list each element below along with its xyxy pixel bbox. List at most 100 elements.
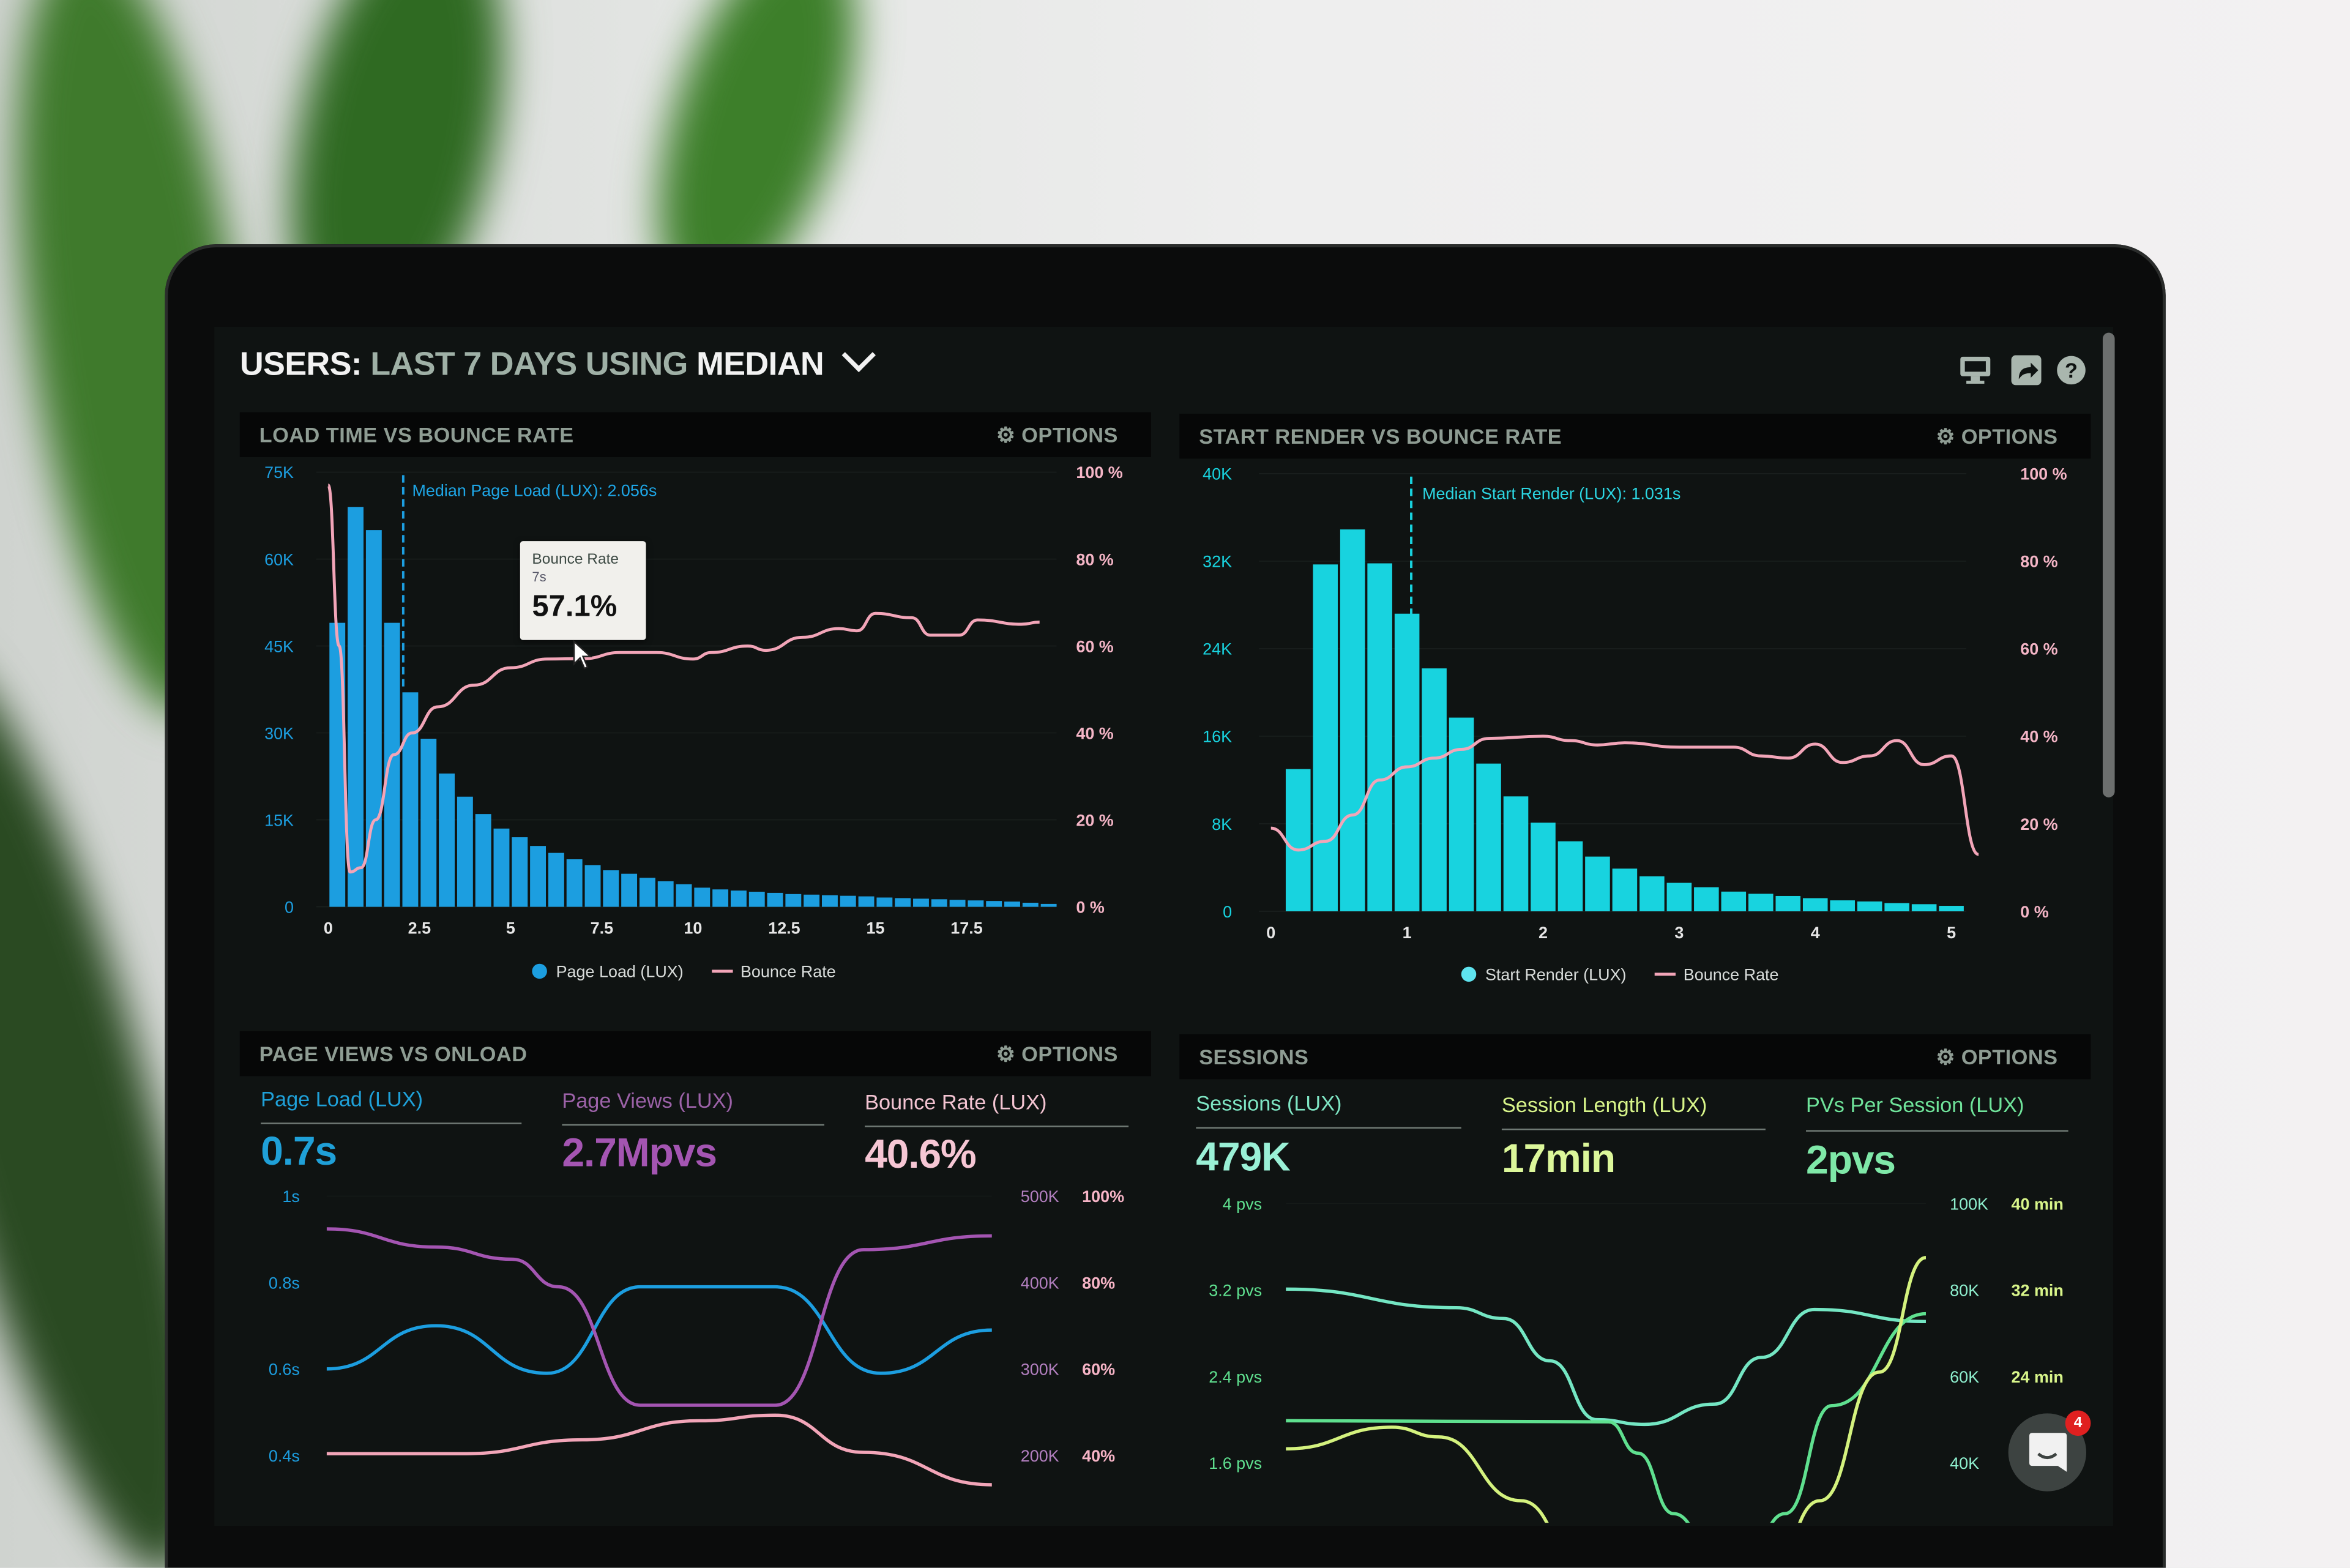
options-button[interactable]: ⚙ OPTIONS: [996, 1042, 1118, 1067]
histogram-bar: [1666, 883, 1692, 911]
page-title-dropdown[interactable]: USERS: LAST 7 DAYS USING MEDIAN: [239, 338, 877, 384]
series-line: [326, 1285, 992, 1375]
legend-start-render[interactable]: Start Render (LUX): [1485, 966, 1627, 985]
histogram-bar: [1040, 903, 1057, 907]
y2-tick-label: 100 %: [2020, 465, 2067, 483]
x-tick-label: 5: [506, 919, 515, 938]
median-start-render-label: Median Start Render (LUX): 1.031s: [1422, 485, 1681, 504]
y2-tick-label: 0 %: [2020, 903, 2048, 921]
legend-bounce-rate[interactable]: Bounce Rate: [740, 963, 836, 982]
options-button[interactable]: ⚙ OPTIONS: [1936, 1045, 2057, 1070]
scrollbar[interactable]: [2102, 332, 2115, 797]
y-tick-label: 1s: [282, 1187, 299, 1206]
histogram-bar: [1802, 898, 1828, 911]
y-tick-label: 32K: [1203, 553, 1232, 571]
x-tick-label: 2.5: [408, 919, 431, 938]
y2-tick-label: 100K: [1950, 1195, 1988, 1213]
kpi-value-session-length: 17min: [1501, 1136, 1616, 1181]
divider: [261, 1122, 522, 1124]
histogram-bar: [1557, 841, 1583, 911]
y2-tick-label: 80 %: [1076, 550, 1113, 569]
y-tick-label: 0: [1223, 903, 1232, 921]
y2-tick-label: 500K: [1021, 1187, 1059, 1206]
x-tick-label: 0: [1266, 924, 1275, 942]
histogram-bar: [657, 881, 674, 907]
divider: [562, 1124, 824, 1126]
y-tick-label: 15K: [264, 811, 294, 829]
y-tick-label: 30K: [264, 724, 294, 742]
y2-tick-label: 60 %: [1076, 637, 1113, 655]
histogram-bar: [1476, 763, 1501, 911]
panel-title: START RENDER VS BOUNCE RATE: [1199, 424, 1562, 449]
histogram-bar: [785, 894, 802, 907]
x-tick-label: 5: [1947, 924, 1956, 942]
histogram-bar: [457, 796, 473, 907]
divider: [1196, 1127, 1461, 1129]
x-tick-label: 0: [324, 919, 333, 938]
options-button[interactable]: ⚙ OPTIONS: [1936, 424, 2057, 450]
sessions-chart: 4 pvs 3.2 pvs 2.4 pvs 1.6 pvs 100K 80K 60K 40K 4…: [1209, 1195, 2064, 1523]
y-tick-label: 45K: [264, 637, 294, 655]
histogram-bar: [1612, 868, 1638, 911]
mouse-cursor-icon: [573, 640, 593, 670]
chat-launcher-button[interactable]: [2008, 1413, 2087, 1491]
histogram-bar: [1340, 529, 1365, 911]
histogram-bar: [1285, 769, 1311, 911]
y-tick-label: 4 pvs: [1223, 1195, 1262, 1213]
histogram-bar: [712, 889, 729, 907]
page-views-chart: 1s 0.8s 0.6s 0.4s 500K 400K 300K 200K 100% 80% 60%…: [269, 1187, 1124, 1487]
histogram-bar: [530, 846, 546, 907]
monitor-icon[interactable]: [1959, 355, 1992, 385]
x-tick-label: 4: [1811, 924, 1820, 942]
histogram-bar: [730, 890, 747, 907]
notification-badge: 4: [2065, 1410, 2091, 1436]
histogram-bar: [748, 892, 765, 907]
y2-tick-label: 80K: [1950, 1282, 1979, 1300]
y2-tick-label: 40 %: [2020, 728, 2057, 746]
panel-title: PAGE VIEWS VS ONLOAD: [259, 1042, 528, 1066]
title-users: USERS:: [239, 345, 362, 383]
x-tick-label: 1: [1403, 924, 1412, 942]
start-render-legend: Start Render (LUX) Bounce Rate: [1461, 966, 1779, 985]
histogram-bar: [1394, 613, 1420, 911]
kpi-value-page-load: 0.7s: [261, 1129, 337, 1174]
histogram-bar: [694, 887, 711, 907]
histogram-bar: [949, 900, 966, 907]
options-label: OPTIONS: [1021, 422, 1118, 447]
histogram-bar: [767, 892, 783, 907]
y3-tick-label: 40%: [1082, 1447, 1115, 1465]
histogram-bar: [1911, 904, 1937, 911]
y2-tick-label: 100 %: [1076, 463, 1122, 482]
y2-tick-label: 40K: [1950, 1454, 1979, 1473]
y2-tick-label: 60K: [1950, 1368, 1979, 1386]
y2-tick-label: 20 %: [1076, 811, 1113, 829]
histogram-bar: [1367, 563, 1392, 911]
median-page-load-label: Median Page Load (LUX): 2.056s: [412, 482, 657, 501]
y-tick-label: 40K: [1203, 465, 1232, 483]
y2-tick-label: 200K: [1021, 1447, 1059, 1465]
y2-tick-label: 40 %: [1076, 724, 1113, 742]
options-label: OPTIONS: [1961, 1044, 2058, 1069]
share-icon[interactable]: [2010, 355, 2043, 386]
histogram-bar: [402, 692, 419, 907]
options-button[interactable]: ⚙ OPTIONS: [996, 423, 1118, 449]
histogram-bar: [913, 898, 929, 907]
kpi-label-pvs-per-session: PVs Per Session (LUX): [1806, 1092, 2024, 1117]
title-median: MEDIAN: [696, 345, 824, 383]
y2-tick-label: 20 %: [2020, 815, 2057, 834]
help-icon[interactable]: ?: [2055, 355, 2088, 385]
panel-title: SESSIONS: [1199, 1044, 1309, 1069]
series-line: [326, 1413, 992, 1487]
y3-tick-label: 24 min: [2012, 1368, 2064, 1386]
legend-page-load[interactable]: Page Load (LUX): [556, 963, 684, 982]
histogram-bar: [876, 897, 893, 907]
kpi-label-bounce-rate: Bounce Rate (LUX): [865, 1089, 1047, 1114]
gear-icon: ⚙: [1936, 1044, 1961, 1069]
legend-bounce-rate[interactable]: Bounce Rate: [1683, 966, 1779, 985]
panel-header-start-render: START RENDER VS BOUNCE RATE ⚙ OPTIONS: [1179, 413, 2091, 459]
divider: [1806, 1130, 2068, 1132]
panel-header-load-time: LOAD TIME VS BOUNCE RATE ⚙ OPTIONS: [239, 412, 1151, 457]
gear-icon: ⚙: [1936, 424, 1961, 449]
panel-title: LOAD TIME VS BOUNCE RATE: [259, 422, 574, 447]
